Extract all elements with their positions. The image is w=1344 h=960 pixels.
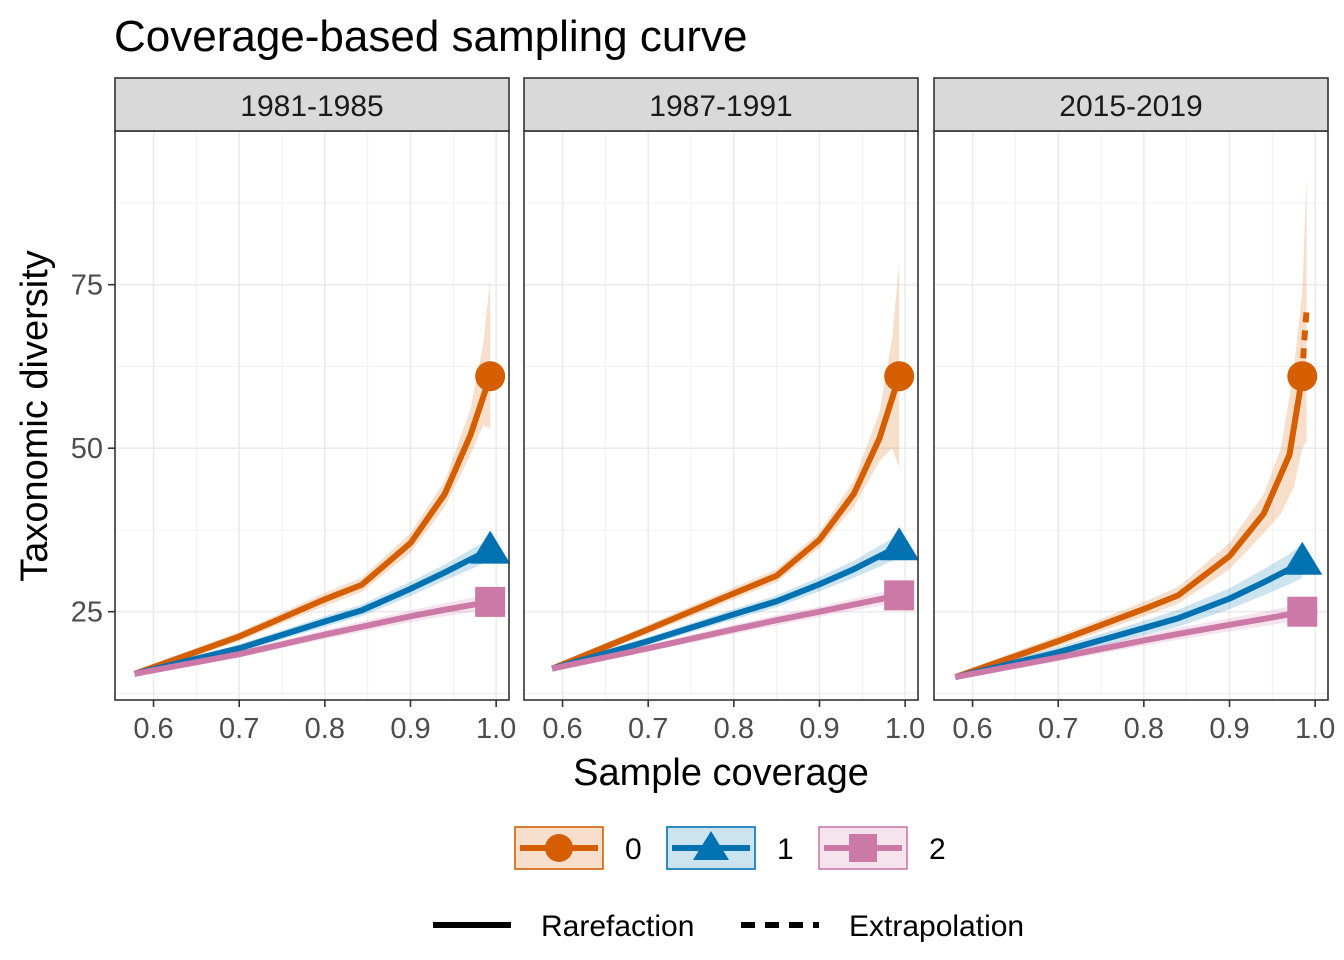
x-tick-label: 0.7 <box>628 713 668 745</box>
x-tick-label: 1.0 <box>1295 713 1335 745</box>
legend-label: 1 <box>777 833 794 866</box>
x-tick-label: 1.0 <box>476 713 516 745</box>
observed-point-order-2 <box>884 580 915 611</box>
x-axis-title: Sample coverage <box>573 752 869 794</box>
legend-entry-order-0: 0 <box>514 826 642 870</box>
panel-background <box>934 131 1328 700</box>
observed-point-order-0 <box>475 361 506 392</box>
legend-key-marker <box>693 831 729 860</box>
rarefaction-line-order-1 <box>551 543 901 672</box>
panel-1987-1991: 1987-1991 0.6 0.7 0.8 0.9 1.0 <box>523 77 925 745</box>
legend-label: Extrapolation <box>849 910 1024 943</box>
legend-key-marker <box>849 834 877 862</box>
legend-label: 0 <box>625 833 642 866</box>
rarefaction-line-order-2 <box>134 598 491 677</box>
x-tick-label: 0.6 <box>952 713 992 745</box>
extrapolation-line-order-0 <box>1299 310 1310 377</box>
ci-band-order-0 <box>955 173 1307 681</box>
legend-entry-extrapolation: Extrapolation <box>741 910 1024 943</box>
x-tick-label: 0.8 <box>1124 713 1164 745</box>
legend-label: Rarefaction <box>541 910 694 943</box>
strip-background <box>523 77 919 132</box>
y-axis-title: Taxonomic diversity <box>14 250 56 582</box>
y-tick-label: 75 <box>71 270 103 302</box>
observed-point-order-1 <box>470 530 511 564</box>
legend-entry-rarefaction: Rarefaction <box>433 910 694 943</box>
legend-key-marker <box>545 834 573 862</box>
strip-label: 1981-1985 <box>240 90 383 123</box>
x-tick-label: 0.7 <box>219 713 259 745</box>
observed-point-order-2 <box>1287 596 1318 627</box>
panels: 1981-1985 0.6 0.7 0.8 0.9 1.0 25 50 75 1987-1991 0… <box>71 77 1335 745</box>
y-tick-label: 25 <box>71 597 103 629</box>
legend: 0 1 2 Rarefaction Extrapolation <box>433 826 1024 943</box>
observed-point-order-0 <box>884 361 915 392</box>
panel-2015-2019: 2015-2019 0.6 0.7 0.8 0.9 1.0 <box>933 77 1335 745</box>
rarefaction-line-order-0 <box>133 375 494 677</box>
strip-label: 1987-1991 <box>649 90 792 123</box>
x-tick-label: 0.7 <box>1038 713 1078 745</box>
x-tick-label: 0.8 <box>305 713 345 745</box>
x-tick-label: 0.6 <box>542 713 582 745</box>
rarefaction-line-order-0 <box>551 375 903 672</box>
strip-background <box>114 77 510 132</box>
legend-entry-order-1: 1 <box>666 826 794 870</box>
rarefaction-line-order-2 <box>551 592 900 672</box>
observed-point-order-1 <box>1282 541 1323 575</box>
x-tick-label: 1.0 <box>885 713 925 745</box>
y-tick-label: 50 <box>71 433 103 465</box>
legend-label: 2 <box>929 833 946 866</box>
x-tick-label: 0.9 <box>390 713 430 745</box>
x-tick-label: 0.6 <box>133 713 173 745</box>
rarefaction-line-order-1 <box>133 546 492 677</box>
strip-label: 2015-2019 <box>1059 90 1202 123</box>
observed-point-order-1 <box>879 527 920 561</box>
x-tick-label: 0.8 <box>714 713 754 745</box>
rarefaction-line-order-2 <box>954 608 1303 681</box>
observed-point-order-0 <box>1287 361 1318 392</box>
x-tick-label: 0.9 <box>799 713 839 745</box>
legend-entry-order-2: 2 <box>818 826 946 870</box>
x-tick-label: 0.9 <box>1209 713 1249 745</box>
chart-title: Coverage-based sampling curve <box>114 12 747 61</box>
strip-background <box>933 77 1329 132</box>
observed-point-order-2 <box>475 586 506 617</box>
rarefaction-line-order-0 <box>954 375 1306 680</box>
panel-1981-1985: 1981-1985 0.6 0.7 0.8 0.9 1.0 25 50 75 <box>71 77 516 745</box>
